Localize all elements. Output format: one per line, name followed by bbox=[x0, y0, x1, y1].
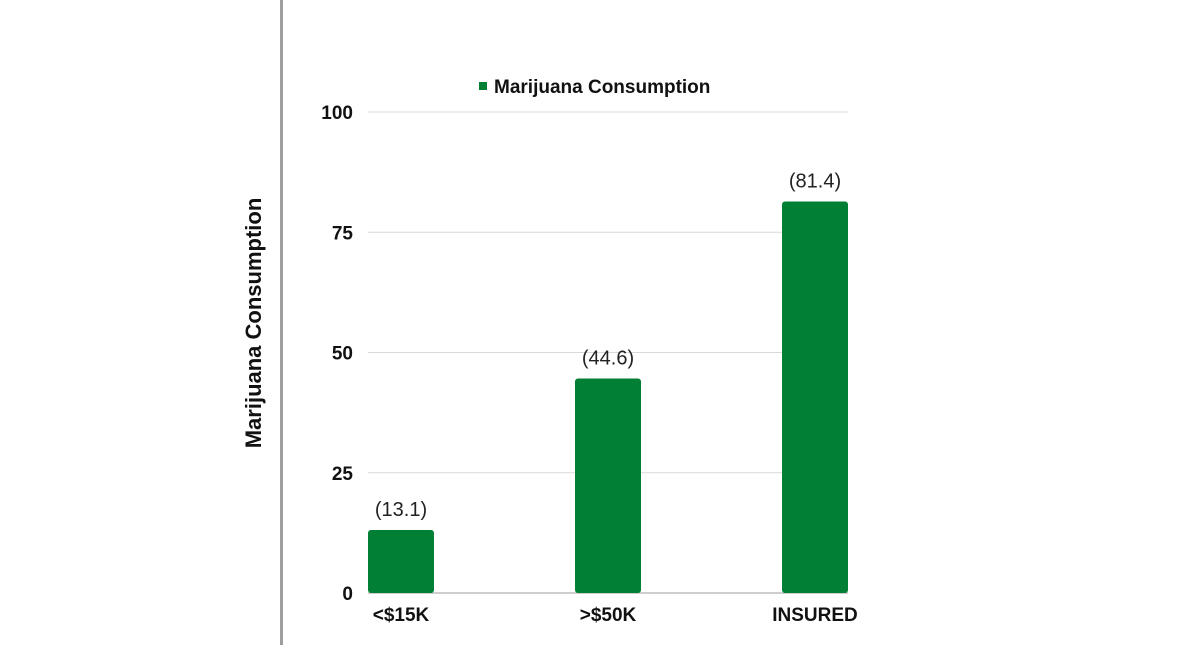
bar bbox=[782, 201, 848, 593]
value-label: (81.4) bbox=[789, 170, 841, 192]
y-tick-label: 25 bbox=[332, 464, 354, 485]
bars bbox=[368, 201, 848, 593]
x-category-label: INSURED bbox=[772, 605, 858, 626]
y-tick-label: 50 bbox=[332, 344, 353, 365]
legend-swatch bbox=[479, 82, 487, 90]
y-tick-label: 100 bbox=[321, 103, 353, 124]
x-category-label: >$50K bbox=[580, 605, 637, 626]
value-labels: (13.1) (44.6) (81.4) bbox=[375, 170, 841, 521]
legend-label: Marijuana Consumption bbox=[494, 77, 710, 98]
x-axis-categories: <$15K >$50K INSURED bbox=[373, 605, 858, 626]
value-label: (44.6) bbox=[582, 347, 634, 369]
value-label: (13.1) bbox=[375, 499, 427, 521]
y-axis-label: Marijuana Consumption bbox=[241, 198, 266, 449]
y-axis-ticks: 0 25 50 75 100 bbox=[321, 103, 353, 605]
bar bbox=[575, 378, 641, 593]
x-category-label: <$15K bbox=[373, 605, 430, 626]
left-divider-rule bbox=[280, 0, 283, 645]
legend: Marijuana Consumption bbox=[479, 77, 710, 98]
bar bbox=[368, 529, 434, 593]
y-tick-label: 0 bbox=[342, 584, 353, 605]
y-tick-label: 75 bbox=[332, 223, 354, 244]
